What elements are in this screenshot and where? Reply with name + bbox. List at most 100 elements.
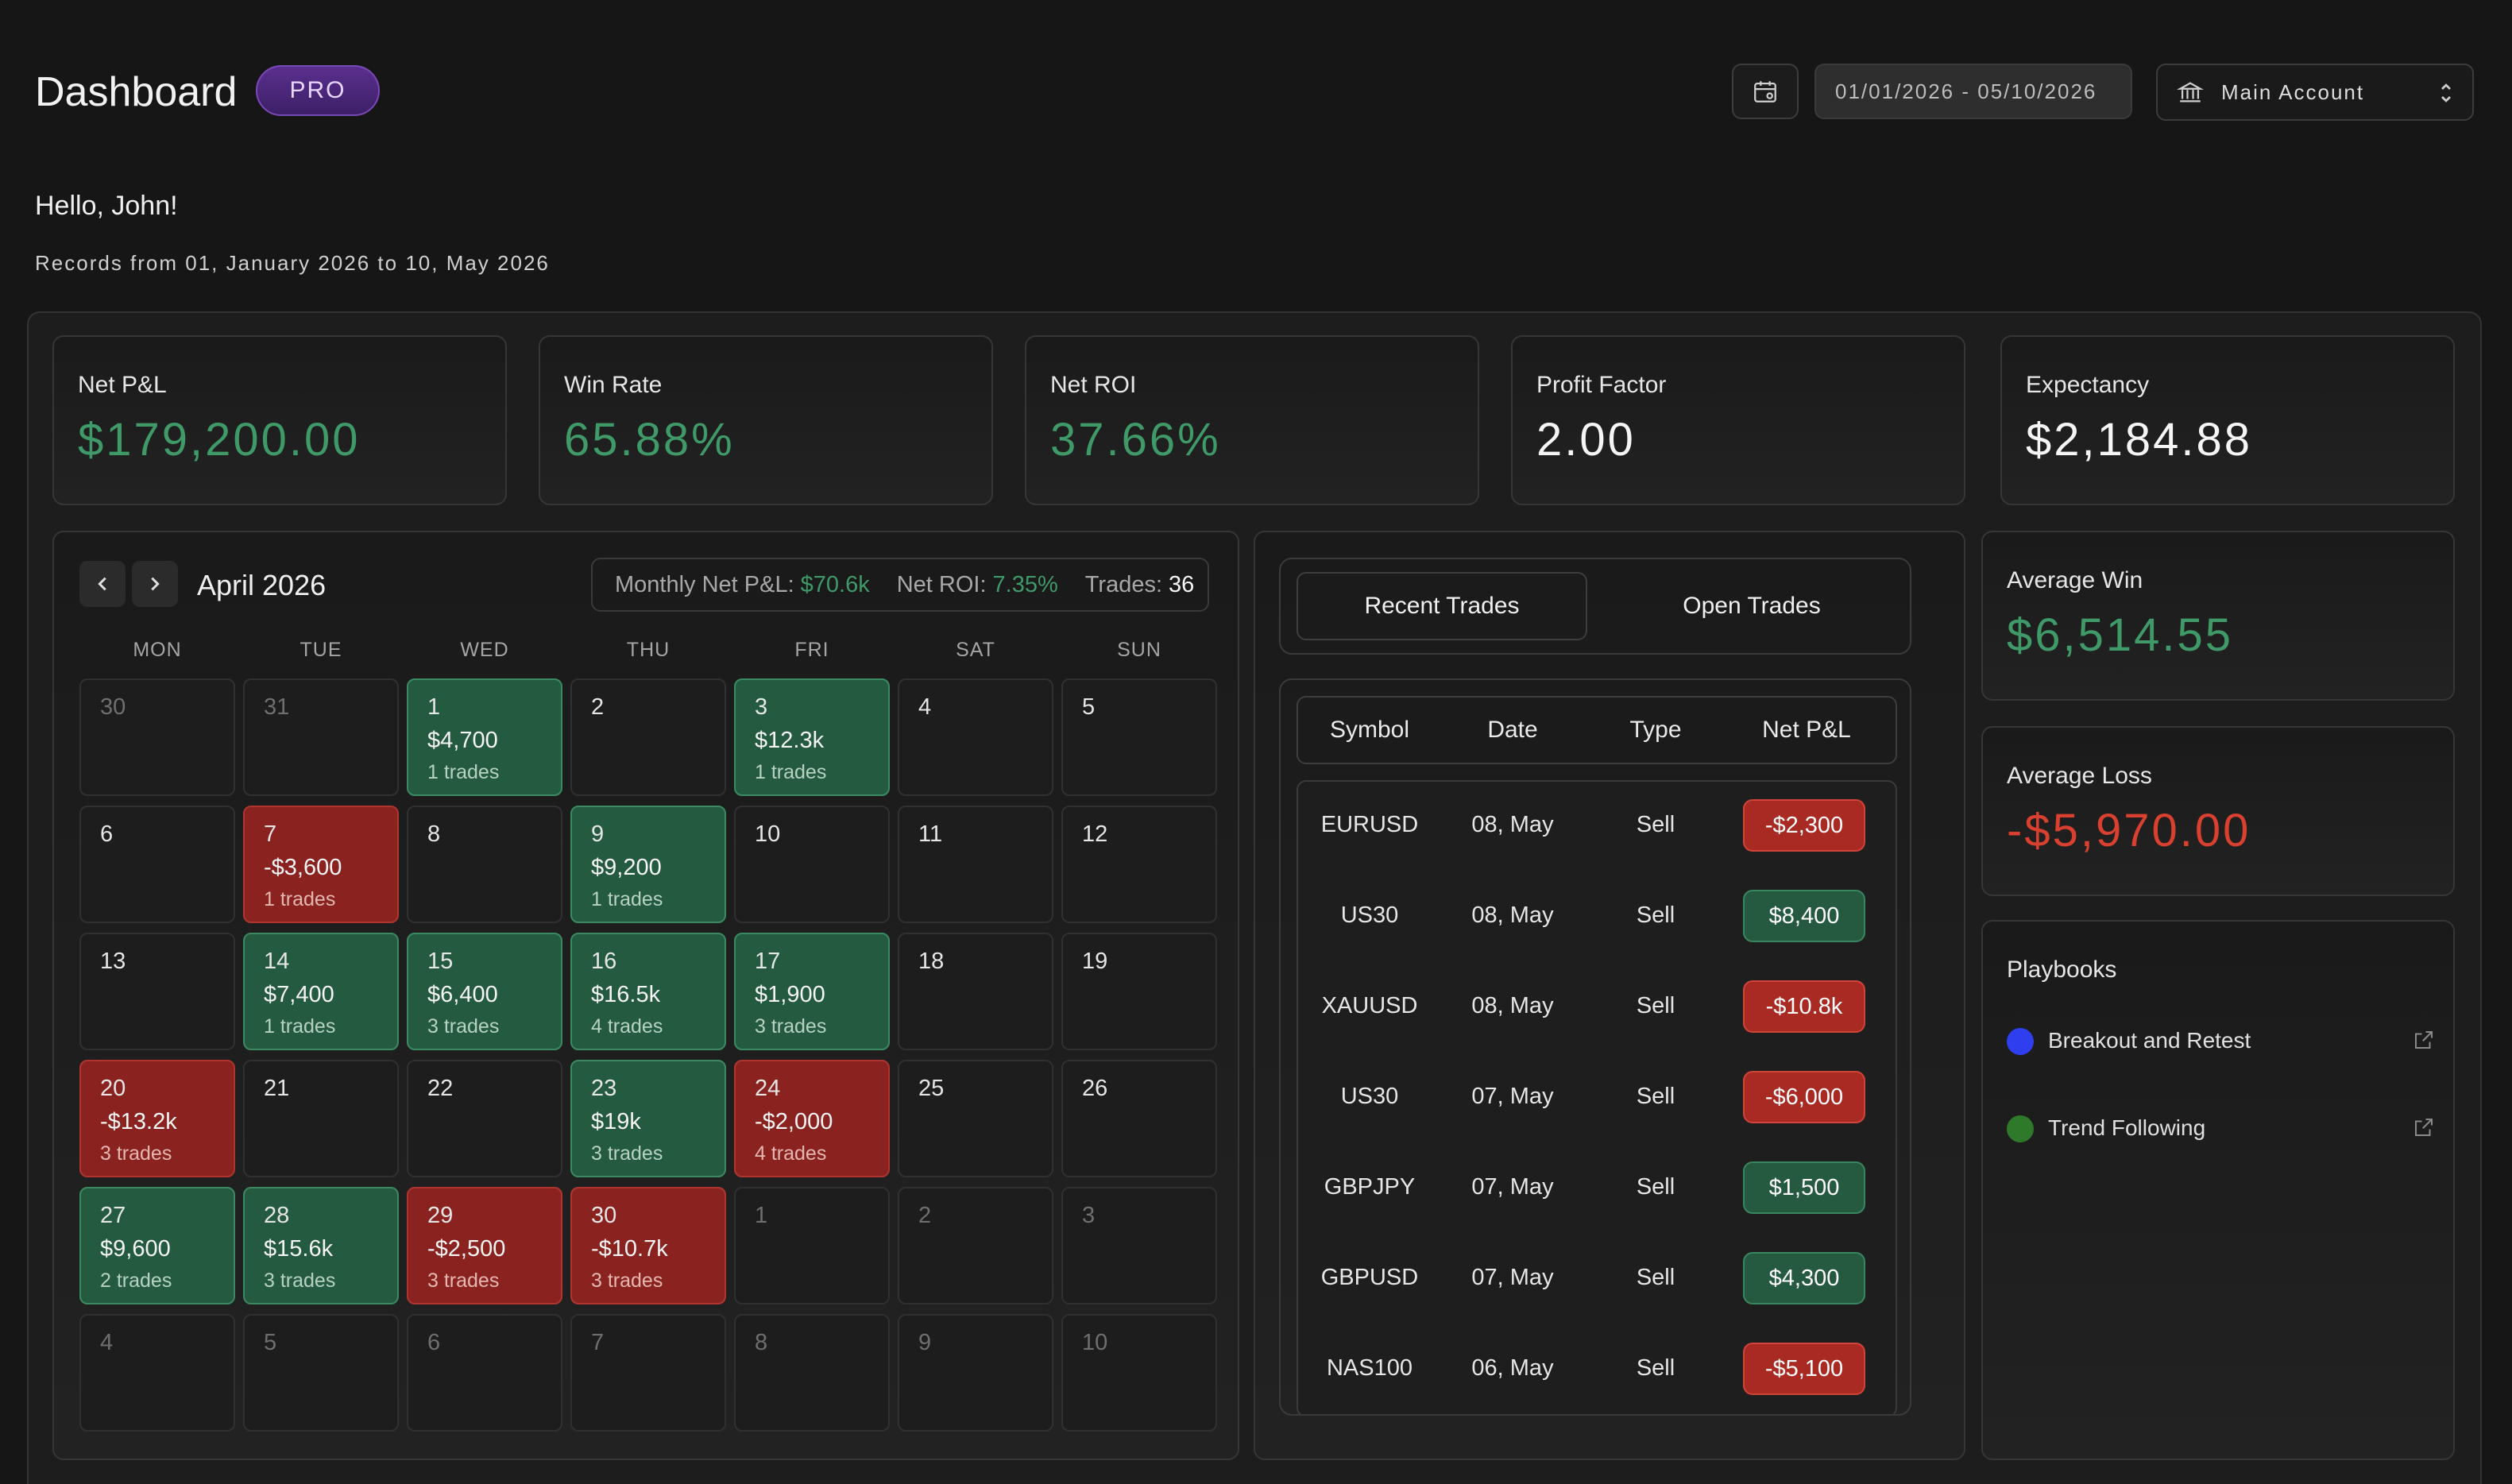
calendar-day[interactable]: 21 [243,1060,399,1177]
stat-label: Net P&L [78,372,167,398]
average-loss-card: Average Loss -$5,970.00 [1981,726,2455,896]
calendar-day-pnl: $19k [591,1109,641,1134]
calendar-day[interactable]: 28 $15.6k 3 trades [243,1187,399,1304]
calendar-day[interactable]: 2 [570,678,726,796]
calendar-day-number: 6 [427,1330,441,1355]
calendar-day-pnl: -$13.2k [100,1109,177,1134]
calendar-day[interactable]: 6 [79,806,235,923]
page-title: Dashboard [35,69,238,115]
calendar-day[interactable]: 10 [1061,1314,1217,1432]
calendar-day[interactable]: 3 $12.3k 1 trades [734,678,890,796]
calendar-day[interactable]: 9 [898,1314,1053,1432]
calendar-day[interactable]: 31 [243,678,399,796]
date-range-field[interactable]: 01/01/2026 - 05/10/2026 [1814,64,2132,119]
external-link-icon[interactable] [2412,1028,2436,1052]
playbook-label: Breakout and Retest [2048,1028,2251,1053]
table-row[interactable]: US30 07, May Sell -$6,000 [1298,1053,1896,1144]
account-select[interactable]: Main Account [2156,64,2474,121]
trade-pnl-badge: -$6,000 [1743,1071,1865,1123]
calendar-day[interactable]: 5 [243,1314,399,1432]
trade-date: 06, May [1471,1355,1554,1381]
table-row[interactable]: XAUUSD 08, May Sell -$10.8k [1298,963,1896,1053]
table-row[interactable]: GBPUSD 07, May Sell $4,300 [1298,1235,1896,1325]
playbook-item[interactable]: Trend Following [2007,1112,2436,1144]
chevron-right-icon [151,577,160,591]
calendar-day[interactable]: 29 -$2,500 3 trades [407,1187,562,1304]
table-row[interactable]: EURUSD 08, May Sell -$2,300 [1298,782,1896,872]
calendar-day[interactable]: 19 [1061,933,1217,1050]
calendar-day-trades: 3 trades [591,1142,663,1165]
pro-badge: PRO [256,65,380,116]
calendar-day-pnl: $4,700 [427,728,498,753]
trade-pnl-badge: -$5,100 [1743,1343,1865,1395]
trade-symbol: NAS100 [1326,1355,1413,1381]
weekday-header: THU [626,639,671,661]
table-row[interactable]: NAS100 06, May Sell -$5,100 [1298,1325,1896,1414]
calendar-day[interactable]: 1 [734,1187,890,1304]
calendar-day[interactable]: 23 $19k 3 trades [570,1060,726,1177]
calendar-day[interactable]: 30 -$10.7k 3 trades [570,1187,726,1304]
calendar-day[interactable]: 7 -$3,600 1 trades [243,806,399,923]
monthly-roi-value: 7.35% [992,571,1058,597]
calendar-day[interactable]: 18 [898,933,1053,1050]
calendar-day-number: 4 [918,694,932,720]
monthly-summary: Monthly Net P&L: $70.6k Net ROI: 7.35% T… [591,558,1209,612]
calendar-panel: April 2026 Monthly Net P&L: $70.6k Net R… [52,531,1239,1460]
calendar-day[interactable]: 17 $1,900 3 trades [734,933,890,1050]
calendar-day[interactable]: 2 [898,1187,1053,1304]
calendar-button[interactable] [1732,64,1799,119]
stat-value: $2,184.88 [2026,414,2253,466]
calendar-day[interactable]: 4 [898,678,1053,796]
calendar-day[interactable]: 8 [407,806,562,923]
trade-symbol: XAUUSD [1321,993,1418,1018]
tab-open-trades[interactable]: Open Trades [1683,593,1821,619]
calendar-day[interactable]: 3 [1061,1187,1217,1304]
calendar-day[interactable]: 12 [1061,806,1217,923]
calendar-day[interactable]: 25 [898,1060,1053,1177]
average-win-value: $6,514.55 [2007,609,2234,661]
stat-card: Net P&L $179,200.00 [52,335,507,505]
trade-symbol: EURUSD [1320,812,1419,837]
calendar-day[interactable]: 6 [407,1314,562,1432]
calendar-day[interactable]: 1 $4,700 1 trades [407,678,562,796]
calendar-day-number: 17 [755,949,781,974]
calendar-day[interactable]: 8 [734,1314,890,1432]
calendar-day[interactable]: 11 [898,806,1053,923]
calendar-day[interactable]: 15 $6,400 3 trades [407,933,562,1050]
trades-table-header: Symbol Date Type Net P&L [1297,696,1897,764]
calendar-day[interactable]: 14 $7,400 1 trades [243,933,399,1050]
trade-date: 08, May [1471,812,1554,837]
trade-type: Sell [1636,1265,1675,1290]
calendar-day[interactable]: 24 -$2,000 4 trades [734,1060,890,1177]
next-month-button[interactable] [132,561,178,607]
calendar-day[interactable]: 20 -$13.2k 3 trades [79,1060,235,1177]
prev-month-button[interactable] [79,561,126,607]
table-row[interactable]: GBPJPY 07, May Sell $1,500 [1298,1144,1896,1235]
calendar-day-number: 13 [100,949,126,974]
calendar-day[interactable]: 7 [570,1314,726,1432]
playbook-item[interactable]: Breakout and Retest [2007,1025,2436,1057]
calendar-day[interactable]: 13 [79,933,235,1050]
calendar-day[interactable]: 16 $16.5k 4 trades [570,933,726,1050]
calendar-day[interactable]: 5 [1061,678,1217,796]
external-link-icon[interactable] [2412,1115,2436,1139]
trades-table-body[interactable]: EURUSD 08, May Sell -$2,300 US30 08, May Sell $… [1297,780,1897,1414]
table-row[interactable]: US30 08, May Sell $8,400 [1298,872,1896,963]
calendar-day[interactable]: 26 [1061,1060,1217,1177]
calendar-day[interactable]: 10 [734,806,890,923]
trade-pnl-badge: $1,500 [1743,1161,1865,1214]
calendar-day-trades: 4 trades [591,1015,663,1038]
tab-recent-trades[interactable]: Recent Trades [1297,572,1587,640]
calendar-day-trades: 3 trades [755,1015,827,1038]
calendar-day-number: 8 [427,821,441,847]
calendar-day-trades: 1 trades [427,761,500,783]
calendar-day[interactable]: 4 [79,1314,235,1432]
calendar-day[interactable]: 22 [407,1060,562,1177]
calendar-day[interactable]: 30 [79,678,235,796]
chevron-updown-icon [2441,83,2451,102]
trade-pnl-badge: -$2,300 [1743,799,1865,852]
calendar-day[interactable]: 27 $9,600 2 trades [79,1187,235,1304]
calendar-day-number: 6 [100,821,114,847]
calendar-day[interactable]: 9 $9,200 1 trades [570,806,726,923]
average-win-card: Average Win $6,514.55 [1981,531,2455,701]
